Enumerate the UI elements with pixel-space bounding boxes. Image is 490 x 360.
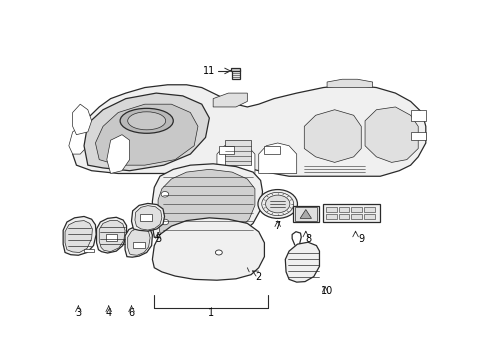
Polygon shape <box>73 85 426 176</box>
Polygon shape <box>327 79 372 87</box>
Bar <box>364 207 374 212</box>
Polygon shape <box>97 217 126 253</box>
Circle shape <box>258 190 297 219</box>
Polygon shape <box>295 207 317 221</box>
Bar <box>351 207 362 212</box>
Polygon shape <box>69 126 88 154</box>
Polygon shape <box>152 164 263 242</box>
Text: 1: 1 <box>208 309 214 319</box>
Circle shape <box>216 250 222 255</box>
Ellipse shape <box>128 112 166 130</box>
Polygon shape <box>285 242 319 282</box>
Bar <box>339 207 349 212</box>
Circle shape <box>161 192 169 197</box>
Polygon shape <box>158 169 255 238</box>
Bar <box>84 249 94 252</box>
Text: 11: 11 <box>203 66 216 76</box>
Bar <box>339 214 349 219</box>
Polygon shape <box>300 210 312 219</box>
Bar <box>326 207 337 212</box>
Text: 9: 9 <box>358 234 365 244</box>
Bar <box>232 69 240 79</box>
Polygon shape <box>125 226 152 257</box>
Text: 10: 10 <box>321 286 333 296</box>
Polygon shape <box>135 206 162 230</box>
Bar <box>133 242 145 248</box>
Polygon shape <box>63 216 96 255</box>
Polygon shape <box>213 93 247 107</box>
Polygon shape <box>217 143 255 174</box>
Polygon shape <box>84 93 209 171</box>
Polygon shape <box>224 140 251 165</box>
Text: 4: 4 <box>106 309 112 319</box>
Ellipse shape <box>120 108 173 133</box>
Text: 8: 8 <box>305 234 311 244</box>
Bar <box>219 146 234 154</box>
Polygon shape <box>304 110 361 162</box>
Circle shape <box>161 219 169 225</box>
Polygon shape <box>152 218 265 280</box>
Bar <box>323 204 380 222</box>
Polygon shape <box>96 104 198 165</box>
Bar <box>364 214 374 219</box>
Bar <box>140 214 151 221</box>
Text: 7: 7 <box>274 221 281 231</box>
Bar <box>106 234 118 240</box>
Polygon shape <box>411 132 426 140</box>
Polygon shape <box>411 110 426 121</box>
Polygon shape <box>107 135 129 174</box>
Text: 6: 6 <box>128 309 135 319</box>
Polygon shape <box>259 143 297 174</box>
Bar <box>231 68 241 71</box>
Bar <box>293 206 318 222</box>
Bar <box>326 214 337 219</box>
Polygon shape <box>365 107 418 162</box>
Polygon shape <box>131 203 165 231</box>
Bar <box>351 214 362 219</box>
Polygon shape <box>128 228 150 255</box>
Text: 5: 5 <box>155 234 161 244</box>
Circle shape <box>266 195 290 213</box>
Text: 3: 3 <box>75 309 81 319</box>
Polygon shape <box>65 221 93 252</box>
Polygon shape <box>73 104 92 135</box>
Polygon shape <box>99 221 125 252</box>
Bar <box>265 146 280 154</box>
Text: 2: 2 <box>256 273 262 283</box>
